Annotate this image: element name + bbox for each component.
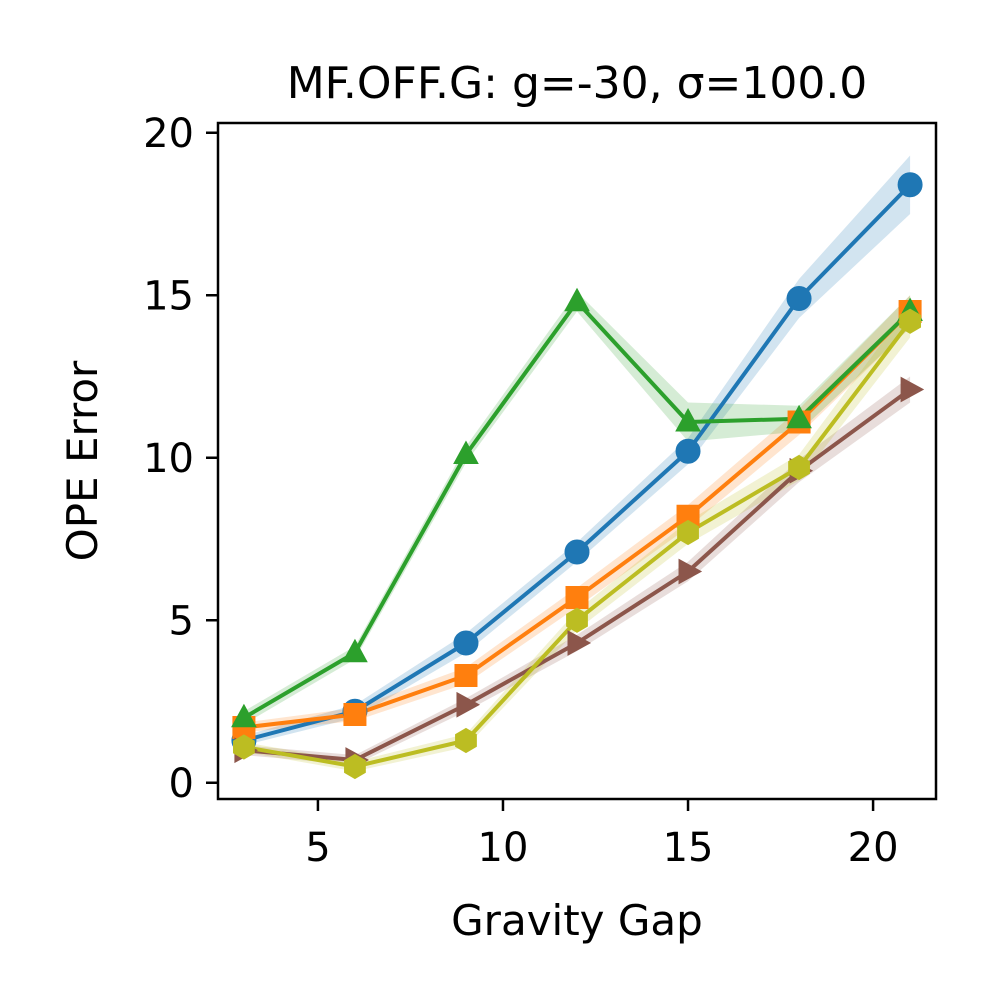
y-tick-label: 0 xyxy=(169,761,194,807)
marker-brown-triangle-right xyxy=(456,691,481,718)
marker-orange-square xyxy=(343,703,367,726)
marker-blue-circle xyxy=(564,539,590,565)
marker-olive-hexagon xyxy=(677,519,699,546)
chart-title: MF.OFF.G: g=-30, σ=100.0 xyxy=(287,58,868,109)
marker-green-triangle xyxy=(231,703,257,728)
marker-olive-hexagon xyxy=(566,607,588,633)
marker-blue-circle xyxy=(897,172,923,198)
marker-green-triangle xyxy=(453,440,479,464)
marker-olive-hexagon xyxy=(233,734,255,760)
x-tick-label: 15 xyxy=(663,825,714,871)
x-tick-label: 5 xyxy=(305,825,330,871)
marker-orange-square xyxy=(454,664,478,687)
plot-frame xyxy=(216,121,938,801)
x-axis-label: Gravity Gap xyxy=(451,896,703,945)
y-axis-label: OPE Error xyxy=(58,360,107,561)
marker-olive-hexagon xyxy=(899,308,921,334)
marker-olive-hexagon xyxy=(455,727,477,754)
marker-olive-hexagon xyxy=(788,454,810,481)
marker-green-triangle xyxy=(786,404,812,429)
marker-brown-triangle-right xyxy=(567,630,592,656)
marker-brown-triangle-right xyxy=(900,376,925,403)
y-tick-label: 5 xyxy=(169,598,194,644)
y-tick-label: 20 xyxy=(143,111,194,157)
marker-green-triangle xyxy=(675,407,701,432)
marker-orange-square xyxy=(565,586,589,609)
marker-brown-triangle-right xyxy=(678,558,703,585)
y-tick-label: 10 xyxy=(143,436,194,482)
marker-olive-hexagon xyxy=(344,753,366,780)
marker-blue-circle xyxy=(786,286,812,311)
marker-blue-circle xyxy=(675,438,701,464)
x-tick-label: 20 xyxy=(848,825,899,871)
y-tick-label: 15 xyxy=(143,273,194,319)
marker-blue-circle xyxy=(453,630,479,656)
marker-green-triangle xyxy=(342,638,368,663)
marker-green-triangle xyxy=(564,287,590,312)
x-axis: 5 10 15 20 xyxy=(305,799,899,871)
x-tick-label: 10 xyxy=(478,825,529,871)
data-markers xyxy=(231,172,925,780)
y-axis: 0 5 10 15 20 xyxy=(143,111,218,807)
